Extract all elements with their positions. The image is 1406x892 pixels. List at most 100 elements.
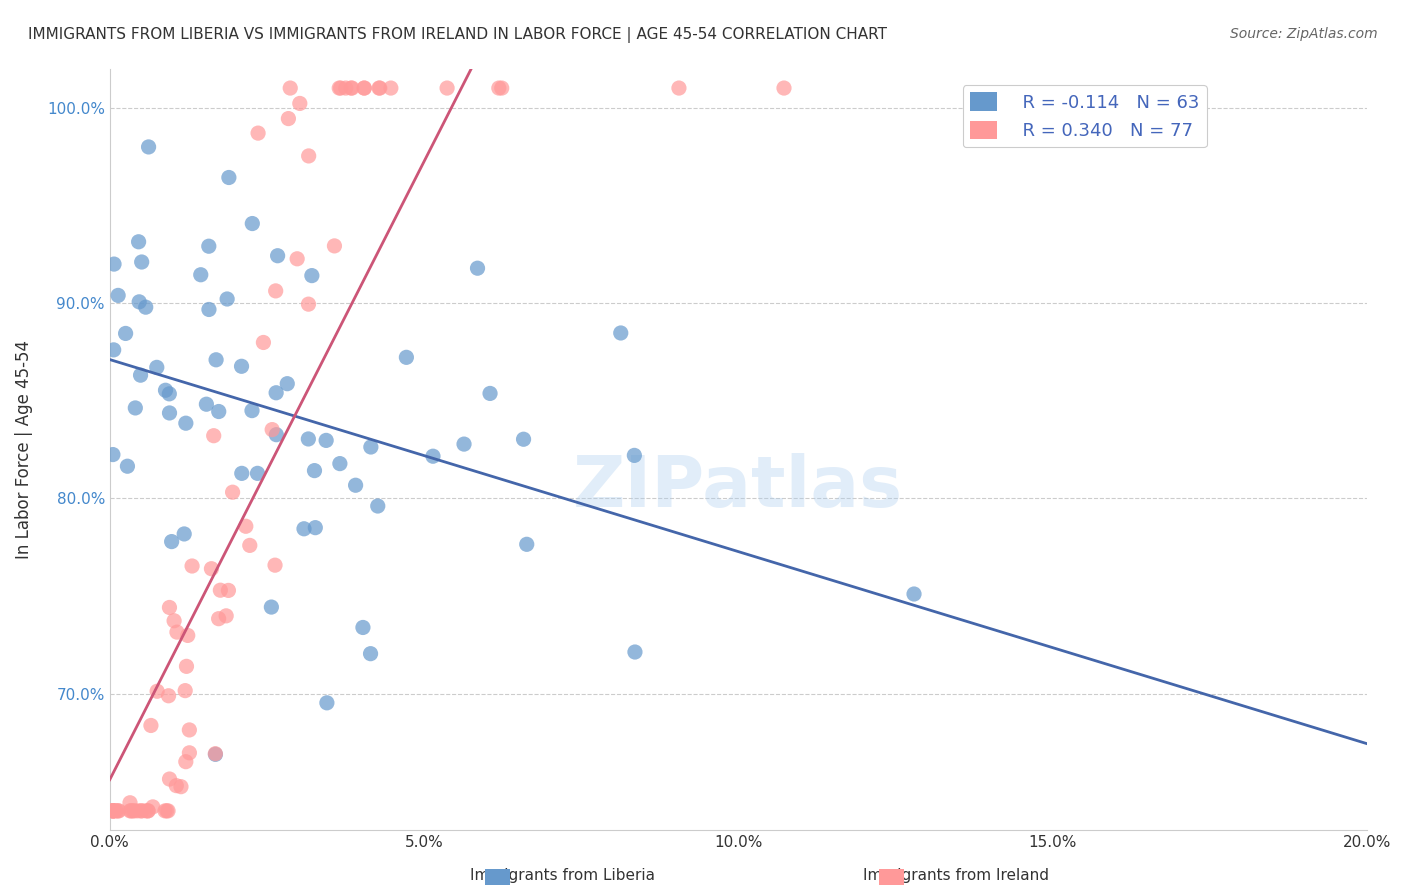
Point	[209, 583, 232, 598]
Point	[128, 294, 150, 309]
Point	[114, 326, 136, 341]
Point	[301, 268, 323, 283]
Point	[131, 804, 153, 818]
Point	[146, 360, 169, 375]
Point	[195, 397, 218, 411]
Point	[138, 140, 160, 154]
Point	[159, 600, 181, 615]
Point	[108, 804, 131, 818]
Point	[174, 755, 197, 769]
Point	[205, 352, 228, 367]
Point	[304, 464, 326, 478]
Point	[344, 478, 367, 492]
Point	[380, 81, 402, 95]
Point	[453, 437, 475, 451]
Point	[166, 625, 188, 640]
Point	[395, 351, 418, 365]
Point	[512, 432, 534, 446]
Point	[329, 457, 352, 471]
Point	[773, 81, 796, 95]
Text: Immigrants from Ireland: Immigrants from Ireland	[863, 868, 1049, 883]
Point	[240, 403, 263, 417]
Point	[129, 368, 152, 383]
Point	[208, 404, 231, 418]
Point	[235, 519, 257, 533]
Point	[136, 804, 159, 818]
Point	[135, 804, 157, 818]
Point	[202, 428, 225, 442]
Point	[240, 217, 263, 231]
Point	[139, 718, 162, 732]
Point	[173, 527, 195, 541]
Point	[262, 423, 284, 437]
Point	[304, 521, 326, 535]
Point	[131, 255, 153, 269]
Point	[231, 359, 253, 374]
Text: Immigrants from Liberia: Immigrants from Liberia	[470, 868, 655, 883]
Text: ZIPatlas: ZIPatlas	[574, 453, 903, 522]
Point	[107, 288, 129, 302]
Point	[176, 659, 198, 673]
Point	[239, 538, 262, 552]
Point	[297, 297, 319, 311]
Point	[120, 804, 142, 818]
Point	[157, 689, 180, 703]
Point	[118, 796, 141, 810]
Point	[276, 376, 298, 391]
Point	[329, 81, 352, 95]
Point	[142, 800, 165, 814]
Point	[264, 284, 287, 298]
Point	[165, 779, 187, 793]
Point	[159, 772, 181, 786]
Point	[124, 804, 146, 818]
Point	[278, 81, 301, 95]
Point	[266, 427, 288, 442]
Point	[124, 401, 146, 415]
Point	[221, 485, 243, 500]
Point	[340, 81, 363, 95]
Point	[163, 614, 186, 628]
Point	[174, 416, 197, 430]
Point	[160, 534, 183, 549]
Point	[246, 467, 269, 481]
Point	[101, 804, 124, 818]
Text: IMMIGRANTS FROM LIBERIA VS IMMIGRANTS FROM IRELAND IN LABOR FORCE | AGE 45-54 CO: IMMIGRANTS FROM LIBERIA VS IMMIGRANTS FR…	[28, 27, 887, 43]
Point	[467, 261, 489, 276]
Point	[668, 81, 690, 95]
Point	[120, 804, 142, 818]
Point	[179, 746, 201, 760]
Point	[128, 235, 150, 249]
Point	[159, 406, 181, 420]
Point	[266, 249, 288, 263]
Point	[479, 386, 502, 401]
Point	[155, 384, 177, 398]
Point	[104, 804, 127, 818]
Point	[204, 747, 226, 762]
Point	[297, 432, 319, 446]
Point	[422, 449, 444, 463]
Point	[335, 81, 357, 95]
Point	[277, 112, 299, 126]
Legend:   R = -0.114   N = 63,   R = 0.340   N = 77: R = -0.114 N = 63, R = 0.340 N = 77	[963, 85, 1206, 147]
Point	[157, 804, 180, 818]
Point	[101, 448, 124, 462]
Point	[103, 343, 125, 357]
Point	[105, 804, 128, 818]
Point	[179, 723, 201, 737]
Point	[215, 608, 238, 623]
Point	[516, 537, 538, 551]
Point	[181, 559, 204, 574]
Point	[129, 804, 152, 818]
Point	[200, 562, 222, 576]
Point	[367, 499, 389, 513]
Point	[264, 558, 287, 573]
Y-axis label: In Labor Force | Age 45-54: In Labor Force | Age 45-54	[15, 340, 32, 559]
Point	[170, 780, 193, 794]
Point	[101, 804, 124, 818]
Point	[285, 252, 308, 266]
Point	[103, 257, 125, 271]
Point	[903, 587, 925, 601]
Point	[315, 434, 337, 448]
Point	[153, 804, 176, 818]
Point	[491, 81, 513, 95]
